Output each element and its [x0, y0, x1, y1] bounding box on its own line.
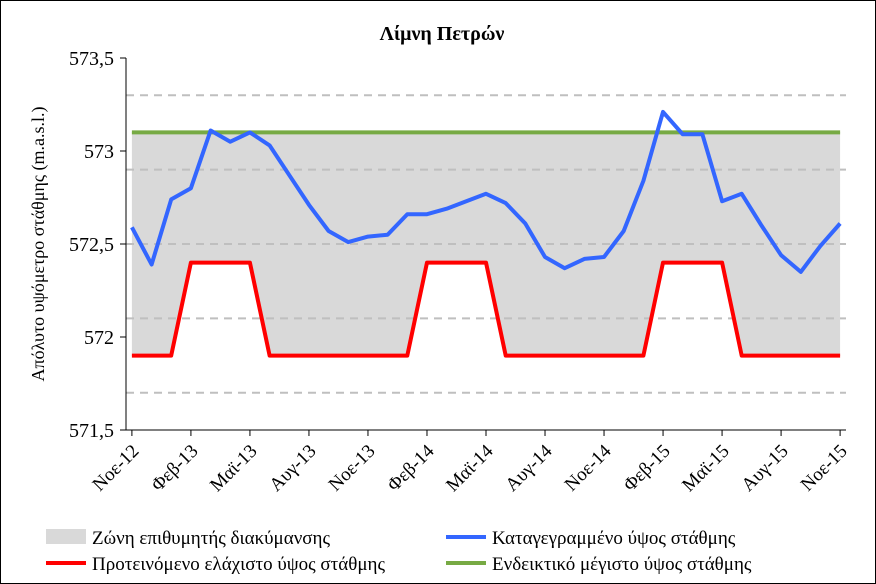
series-proposed-minimum — [131, 260, 841, 358]
band-desired-range — [131, 132, 841, 356]
x-tick-label-11: Αυγ-15 — [738, 441, 793, 496]
x-tick-label-6: Μαϊ-14 — [442, 440, 498, 496]
y-tick-label-1: 572 — [84, 327, 114, 349]
legend-item-band-swatch — [46, 529, 86, 544]
x-tick-label-1: Φεβ-13 — [147, 441, 202, 496]
legend-item-band: Ζώνη επιθυμητής διακύμανσης — [46, 528, 330, 549]
y-tick-label-3: 573 — [84, 141, 114, 163]
x-tick-label-7: Αυγ-14 — [501, 440, 556, 495]
legend-item-band-label: Ζώνη επιθυμητής διακύμανσης — [92, 528, 330, 549]
x-tick-label-2: Μαϊ-13 — [206, 441, 261, 496]
legend-item-minimum-label: Προτεινόμενο ελάχιστο ύψος στάθμης — [92, 554, 385, 575]
x-tick-label-8: Νοε-14 — [561, 440, 616, 495]
x-tick-label-5: Φεβ-14 — [383, 440, 438, 495]
x-tick-label-10: Μαϊ-15 — [678, 441, 733, 496]
x-tick-label-4: Νοε-13 — [325, 441, 380, 496]
chart-title: Λίμνη Πετρών — [380, 23, 505, 45]
x-tick-label-0: Νοε-12 — [89, 441, 144, 496]
y-tick-label-4: 573,5 — [69, 48, 114, 70]
legend-item-recorded-label: Καταγεγραμμένο ύψος στάθμης — [492, 528, 736, 549]
legend-item-maximum: Ενδεικτικό μέγιστο ύψος στάθμης — [446, 554, 752, 575]
y-axis-label: Απόλυτο υψόμετρο στάθμης (m.a.s.l.) — [28, 107, 49, 382]
legend-item-maximum-label: Ενδεικτικό μέγιστο ύψος στάθμης — [492, 554, 752, 575]
x-tick-label-9: Φεβ-15 — [620, 441, 675, 496]
x-tick-label-3: Αυγ-13 — [265, 441, 320, 496]
y-tick-label-0: 571,5 — [69, 420, 114, 442]
series-recorded-level — [130, 109, 842, 274]
x-tick-label-12: Νοε-15 — [797, 441, 852, 496]
legend: Ζώνη επιθυμητής διακύμανσης Καταγεγραμμέν… — [46, 528, 752, 575]
legend-item-minimum: Προτεινόμενο ελάχιστο ύψος στάθμης — [46, 554, 385, 575]
y-tick-label-2: 572,5 — [69, 234, 114, 256]
legend-item-recorded: Καταγεγραμμένο ύψος στάθμης — [446, 528, 736, 549]
